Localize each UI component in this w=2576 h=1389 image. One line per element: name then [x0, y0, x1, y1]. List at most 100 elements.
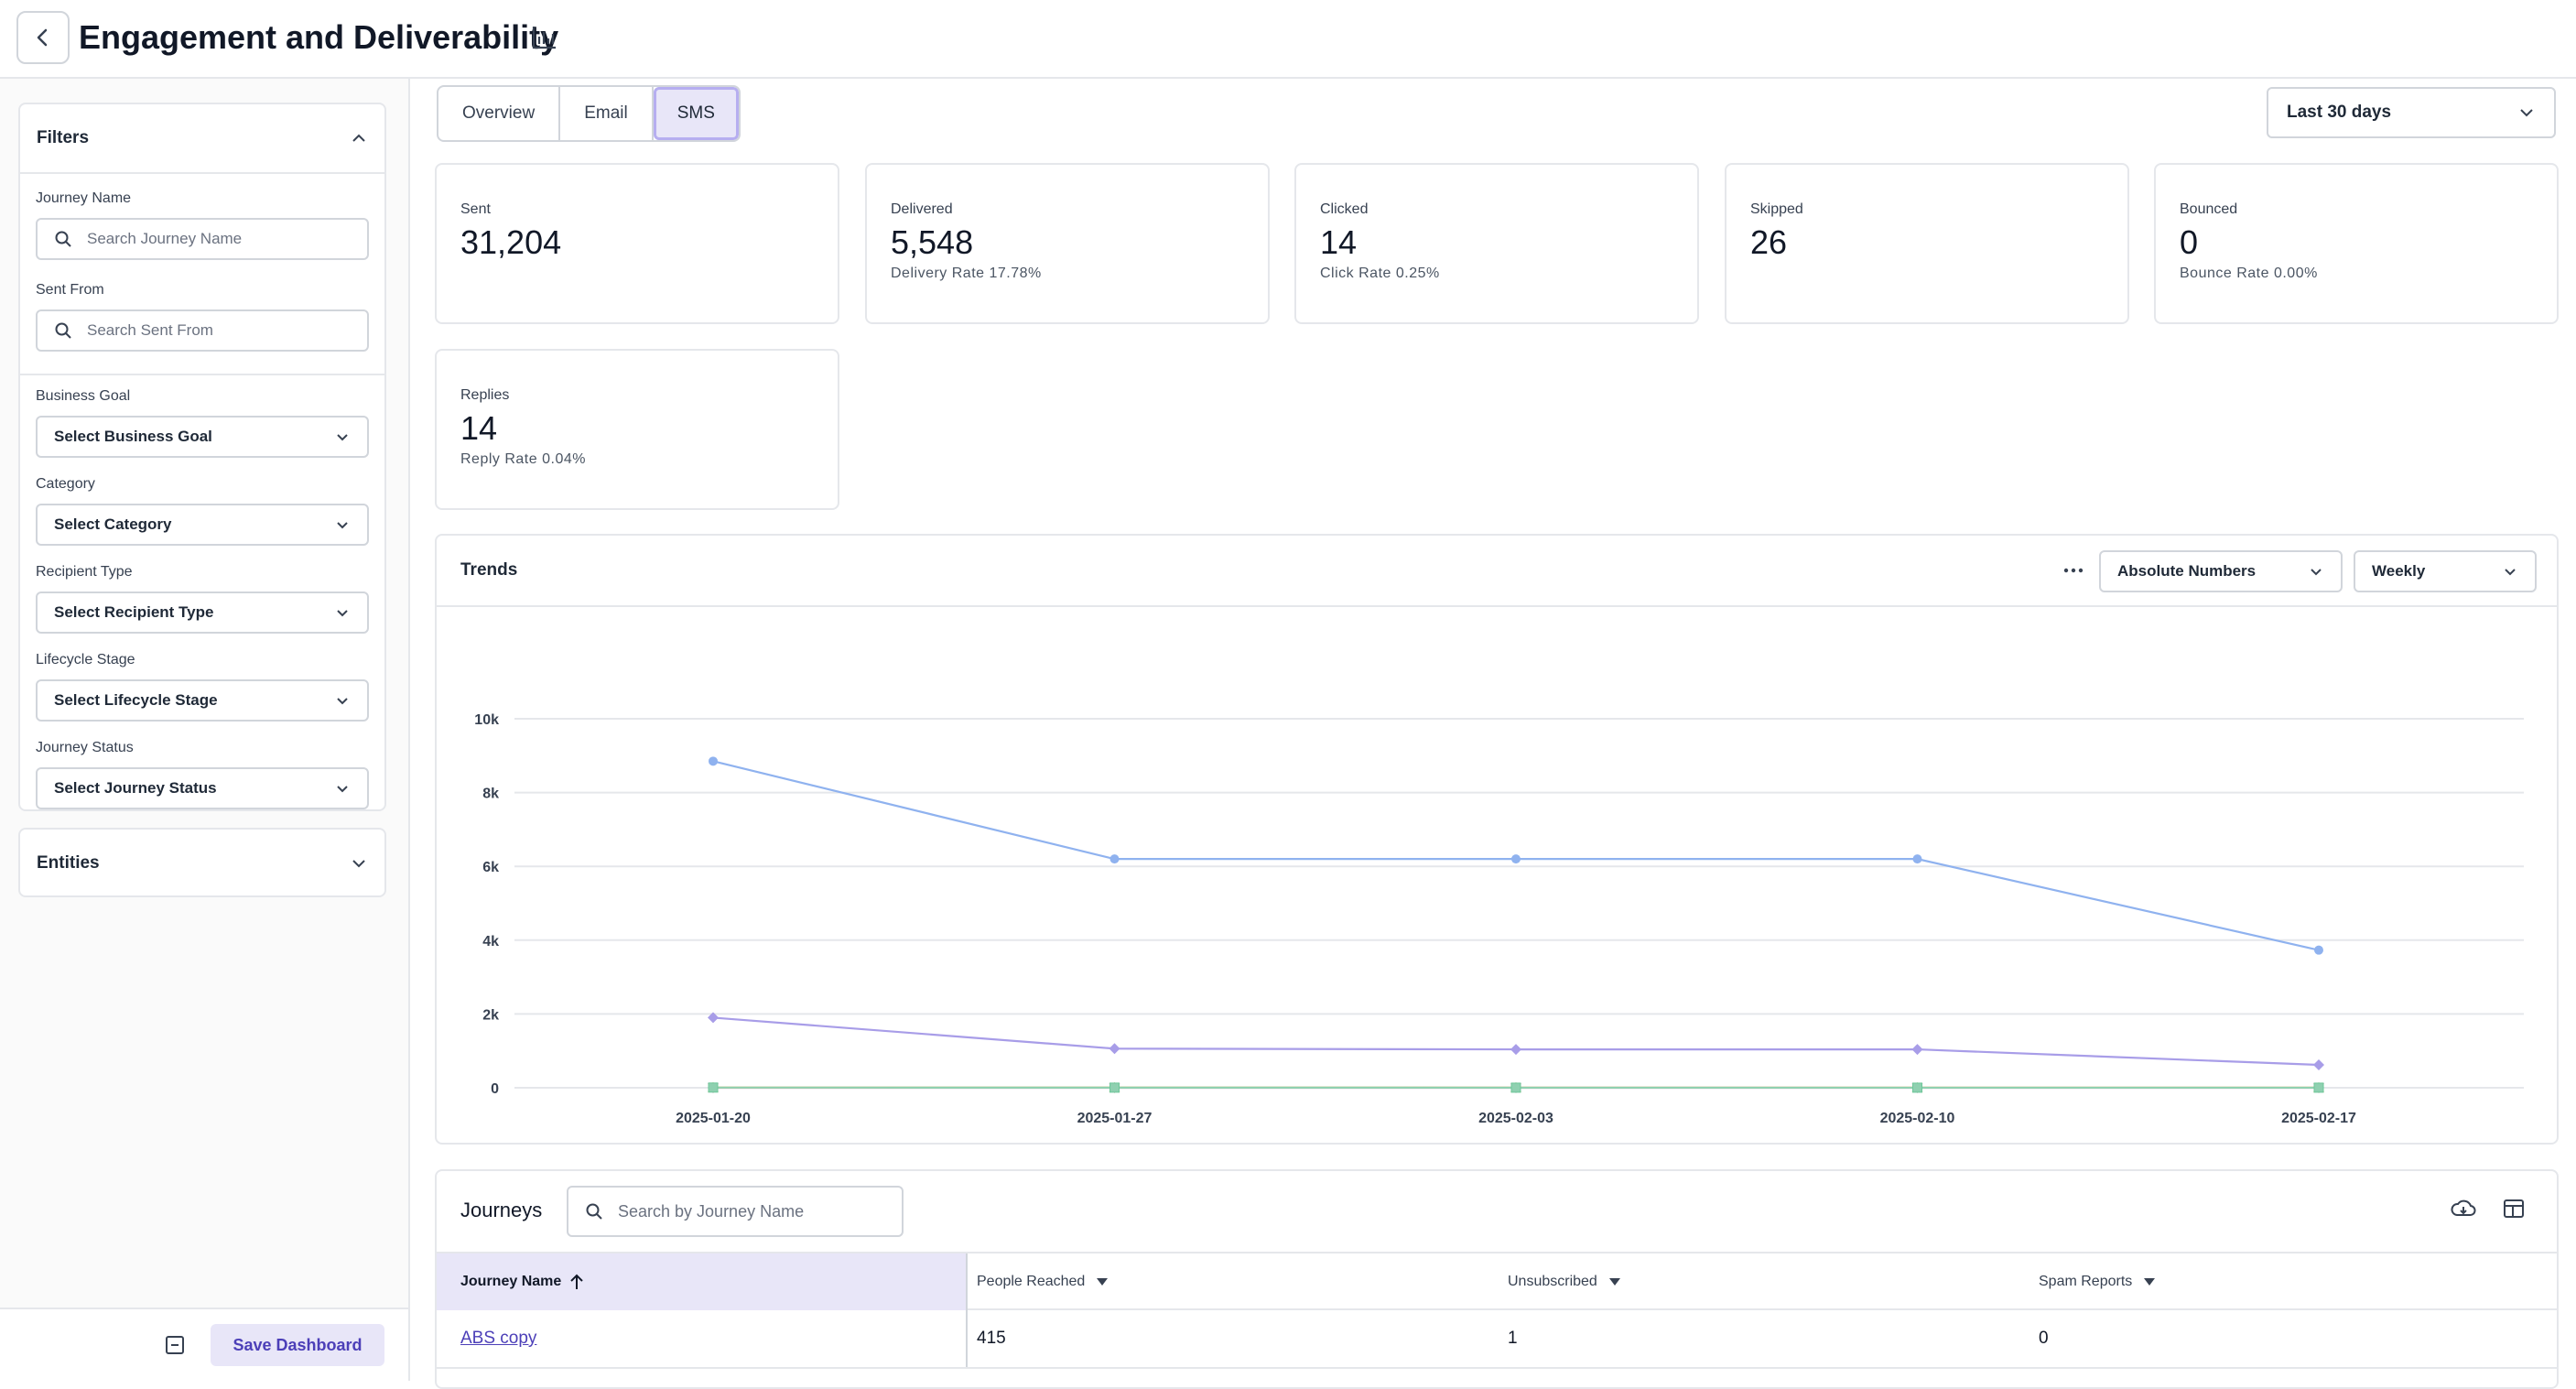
chevron-down-icon [2502, 563, 2518, 580]
entities-title: Entities [37, 853, 100, 874]
kpi-label: Replies [460, 387, 814, 404]
data-point-sent [1913, 854, 1922, 863]
x-tick-label: 2025-01-27 [1077, 1111, 1153, 1126]
filters-panel: Filters Journey Name Search Journey Name… [18, 103, 386, 811]
sent-from-placeholder: Search Sent From [87, 321, 213, 340]
kpi-card-skipped: Skipped 26 [1725, 163, 2129, 324]
table-row: ABS copy 415 1 0 [437, 1310, 2559, 1369]
sort-caret-icon[interactable] [2143, 1277, 2156, 1286]
journey-search-input[interactable]: Search by Journey Name [567, 1186, 904, 1237]
search-icon [54, 321, 72, 340]
kpi-value: 14 [1320, 223, 1673, 262]
interval-select[interactable]: Weekly [2354, 550, 2537, 592]
category-select[interactable]: Select Category [36, 504, 369, 546]
column-journey-name[interactable]: Journey Name [437, 1253, 968, 1310]
people-reached-cell: 415 [968, 1310, 1499, 1367]
date-range-select[interactable]: Last 30 days [2267, 87, 2556, 138]
y-tick-label: 6k [482, 860, 499, 875]
sidebar-footer: Save Dashboard [0, 1308, 408, 1381]
data-point-clicked [1110, 1083, 1120, 1092]
journey-name-placeholder: Search Journey Name [87, 230, 242, 248]
collapse-sidebar-icon[interactable] [163, 1333, 187, 1362]
filters-header[interactable]: Filters [20, 104, 384, 172]
chevron-down-icon [334, 604, 351, 621]
data-point-sent [709, 756, 718, 765]
journey-status-value: Select Journey Status [54, 779, 217, 798]
journeys-table: Journey Name People Reached Unsubscribed… [437, 1252, 2559, 1369]
kpi-card-delivered: Delivered 5,548 Delivery Rate 17.78% [865, 163, 1270, 324]
tab-overview[interactable]: Overview [438, 87, 560, 140]
recipient-type-label: Recipient Type [36, 564, 369, 582]
column-spam-reports[interactable]: Spam Reports [2029, 1253, 2559, 1310]
x-tick-label: 2025-02-03 [1478, 1111, 1553, 1126]
column-label: Journey Name [460, 1274, 561, 1290]
column-people-reached[interactable]: People Reached [968, 1253, 1499, 1310]
data-point-delivered [1510, 1044, 1521, 1055]
data-point-delivered [2313, 1059, 2324, 1070]
journey-link[interactable]: ABS copy [460, 1329, 536, 1349]
data-point-sent [1110, 854, 1120, 863]
kpi-value: 26 [1750, 223, 2104, 262]
sort-caret-icon[interactable] [1096, 1277, 1109, 1286]
download-icon[interactable] [2451, 1197, 2476, 1227]
chevron-down-icon[interactable] [350, 854, 368, 873]
trends-title: Trends [460, 560, 517, 581]
column-label: Unsubscribed [1508, 1274, 1597, 1290]
entities-header[interactable]: Entities [20, 830, 384, 897]
business-goal-select[interactable]: Select Business Goal [36, 416, 369, 458]
y-tick-label: 4k [482, 934, 499, 950]
sent-from-label: Sent From [36, 282, 369, 300]
search-icon [54, 230, 72, 248]
chevron-down-icon [334, 516, 351, 533]
journey-search-placeholder: Search by Journey Name [618, 1202, 804, 1221]
bar-chart-icon [531, 24, 558, 56]
kpi-label: Bounced [2180, 201, 2533, 218]
data-point-sent [2314, 946, 2323, 955]
table-columns-icon[interactable] [2502, 1197, 2526, 1225]
recipient-type-value: Select Recipient Type [54, 603, 213, 622]
tab-email[interactable]: Email [560, 87, 654, 140]
lifecycle-stage-select[interactable]: Select Lifecycle Stage [36, 679, 369, 722]
number-mode-select[interactable]: Absolute Numbers [2099, 550, 2343, 592]
x-tick-label: 2025-02-10 [1880, 1111, 1955, 1126]
more-options-icon[interactable] [2057, 556, 2090, 585]
data-point-sent [1511, 854, 1521, 863]
data-point-clicked [1511, 1083, 1521, 1092]
recipient-type-select[interactable]: Select Recipient Type [36, 591, 369, 634]
journey-name-search[interactable]: Search Journey Name [36, 218, 369, 260]
sort-ascending-icon[interactable] [568, 1273, 585, 1291]
y-tick-label: 2k [482, 1007, 499, 1023]
kpi-card-replies: Replies 14 Reply Rate 0.04% [435, 349, 839, 510]
data-point-clicked [2314, 1083, 2323, 1092]
kpi-value: 5,548 [891, 223, 1244, 262]
category-value: Select Category [54, 515, 172, 534]
chevron-down-icon [2308, 563, 2324, 580]
kpi-rate: Delivery Rate 17.78% [891, 266, 1244, 282]
number-mode-value: Absolute Numbers [2117, 562, 2256, 581]
page-header: Engagement and Deliverability [0, 0, 2576, 79]
sort-caret-icon[interactable] [1608, 1277, 1621, 1286]
search-icon [585, 1202, 603, 1221]
journey-name-label: Journey Name [36, 190, 369, 209]
sent-from-search[interactable]: Search Sent From [36, 309, 369, 352]
journey-status-select[interactable]: Select Journey Status [36, 767, 369, 809]
kpi-value: 14 [460, 409, 814, 448]
kpi-card-bounced: Bounced 0 Bounce Rate 0.00% [2154, 163, 2559, 324]
date-range-value: Last 30 days [2287, 103, 2391, 123]
entities-panel: Entities [18, 828, 386, 897]
chevron-left-icon [32, 27, 54, 49]
chevron-down-icon [2517, 103, 2536, 122]
back-button[interactable] [16, 11, 70, 64]
lifecycle-stage-label: Lifecycle Stage [36, 652, 369, 670]
kpi-label: Delivered [891, 201, 1244, 218]
tab-sms[interactable]: SMS [654, 87, 739, 140]
save-dashboard-button[interactable]: Save Dashboard [211, 1324, 384, 1366]
chevron-down-icon [334, 692, 351, 709]
chevron-up-icon[interactable] [350, 129, 368, 147]
column-unsubscribed[interactable]: Unsubscribed [1499, 1253, 2029, 1310]
kpi-rate: Reply Rate 0.04% [460, 451, 814, 468]
unsubscribed-cell: 1 [1499, 1310, 2029, 1367]
data-point-delivered [1109, 1043, 1120, 1054]
